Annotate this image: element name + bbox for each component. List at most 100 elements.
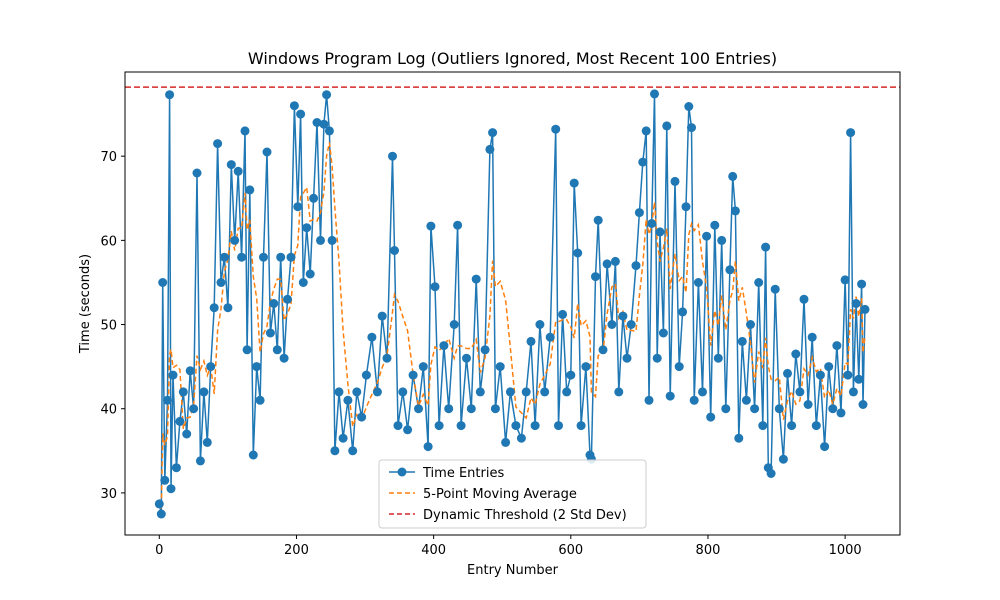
time-entry-marker — [488, 128, 498, 138]
time-entry-marker — [840, 275, 850, 285]
time-entry-marker — [466, 404, 476, 414]
time-entry-marker — [195, 456, 205, 466]
legend-entries-label: Time Entries — [422, 466, 504, 481]
time-entry-marker — [734, 433, 744, 443]
time-entry-marker — [226, 160, 236, 170]
time-entry-marker — [602, 259, 612, 269]
time-entry-marker — [434, 421, 444, 431]
time-entry-marker — [526, 336, 536, 346]
x-tick-label: 200 — [284, 543, 309, 558]
time-entry-marker — [505, 387, 515, 397]
time-entry-marker — [330, 446, 340, 456]
time-entry-marker — [209, 303, 219, 313]
y-tick-label: 40 — [100, 403, 117, 418]
time-entry-marker — [490, 404, 500, 414]
y-tick-label: 60 — [100, 234, 117, 249]
time-entry-marker — [324, 126, 334, 136]
time-entry-marker — [558, 309, 568, 319]
time-entry-marker — [614, 387, 624, 397]
moving-average-line — [158, 142, 866, 510]
time-entry-marker — [357, 412, 367, 422]
time-entry-marker — [202, 437, 212, 447]
x-tick-label: 0 — [155, 543, 163, 558]
y-tick-label: 50 — [100, 319, 117, 334]
time-entry-marker — [516, 433, 526, 443]
time-entry-marker — [171, 463, 181, 473]
time-entry-marker — [456, 421, 466, 431]
time-entry-marker — [655, 227, 665, 237]
time-entry-marker — [352, 387, 362, 397]
time-entry-marker — [562, 387, 572, 397]
time-entry-marker — [286, 252, 296, 262]
time-entry-marker — [693, 278, 703, 287]
time-entry-marker — [593, 215, 603, 225]
plot-frame — [124, 71, 901, 536]
time-entry-marker — [554, 421, 563, 431]
time-entry-marker — [158, 278, 168, 287]
y-tick-label: 70 — [100, 150, 117, 165]
time-entry-marker — [702, 231, 712, 241]
time-entry-marker — [348, 446, 358, 456]
time-entry-marker — [305, 269, 315, 279]
time-entry-marker — [269, 299, 279, 308]
legend-moving-average-label: 5-Point Moving Average — [423, 487, 577, 502]
time-entry-marker — [631, 261, 641, 271]
time-entry-marker — [591, 272, 600, 282]
time-entry-marker — [475, 387, 485, 397]
time-entry-marker — [706, 412, 716, 422]
time-entry-marker — [634, 208, 644, 218]
time-entry-marker — [334, 387, 344, 397]
time-entry-marker — [245, 185, 255, 195]
time-entry-marker — [453, 220, 463, 230]
time-entry-marker — [408, 370, 418, 380]
time-entry-marker — [650, 89, 659, 99]
time-entry-marker — [237, 252, 247, 262]
time-entry-marker — [857, 279, 867, 289]
time-entry-marker — [338, 433, 348, 443]
time-entry-marker — [293, 202, 303, 212]
time-entry-marker — [233, 166, 243, 176]
time-entry-marker — [713, 353, 723, 363]
time-entry-marker — [741, 395, 751, 405]
series-layer — [125, 86, 900, 519]
time-entry-marker — [248, 450, 258, 460]
time-entry-marker — [259, 252, 268, 262]
time-entry-marker — [644, 395, 654, 405]
time-entry-marker — [721, 404, 731, 414]
x-tick-label: 800 — [696, 543, 721, 558]
time-entry-marker — [166, 484, 176, 494]
time-entry-marker — [610, 256, 620, 266]
time-entry-marker — [626, 320, 636, 329]
time-entry-marker — [828, 404, 838, 414]
time-entry-marker — [377, 311, 387, 321]
time-entry-marker — [674, 362, 684, 372]
time-entry-marker — [185, 366, 195, 376]
time-entry-marker — [480, 345, 490, 355]
time-entry-marker — [687, 123, 696, 133]
time-entry-marker — [449, 320, 459, 329]
time-entry-marker — [206, 362, 216, 372]
time-entry-marker — [670, 176, 680, 186]
time-entry-marker — [566, 370, 576, 380]
time-entry-marker — [156, 509, 166, 519]
time-entry-marker — [178, 387, 188, 397]
time-entry-marker — [283, 294, 292, 304]
time-entry-marker — [495, 362, 505, 372]
x-axis-label: Entry Number — [467, 563, 559, 578]
time-entry-marker — [390, 246, 399, 255]
time-entry-marker — [521, 387, 531, 397]
y-tick-label: 30 — [100, 487, 117, 502]
time-entry-marker — [230, 235, 240, 245]
time-entry-marker — [462, 353, 471, 363]
time-entry-marker — [678, 307, 688, 317]
legend: Time Entries 5-Point Moving Average Dyna… — [378, 459, 647, 529]
time-entry-marker — [689, 395, 699, 405]
time-entry-marker — [851, 299, 861, 308]
time-entry-marker — [717, 235, 727, 245]
time-entry-marker — [535, 320, 545, 329]
time-entry-marker — [403, 425, 413, 435]
time-entry-marker — [618, 311, 628, 321]
time-entry-marker — [296, 109, 306, 119]
time-entry-marker — [662, 121, 672, 131]
time-entry-marker — [803, 400, 813, 409]
